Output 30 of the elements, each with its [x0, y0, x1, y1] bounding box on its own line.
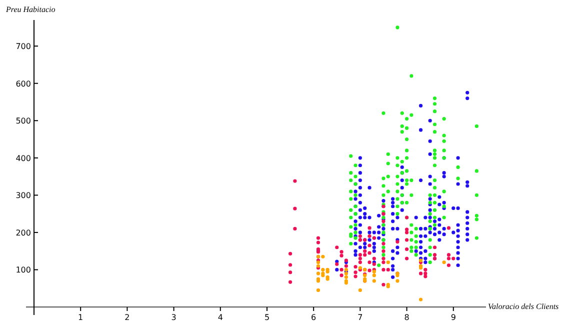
point — [344, 275, 348, 279]
y-tick-label: 600 — [16, 79, 31, 88]
point — [316, 288, 320, 292]
y-tick-label: 100 — [16, 266, 31, 275]
x-tick-label: 7 — [358, 313, 363, 322]
point — [372, 279, 376, 283]
y-axis-title: Preu Habitacio — [5, 5, 56, 14]
point — [321, 268, 325, 272]
x-axis-title: Valoracio dels Clients — [488, 302, 559, 311]
point — [321, 254, 325, 258]
y-tick-label: 300 — [16, 191, 31, 200]
x-tick-label: 3 — [171, 313, 176, 322]
point — [442, 260, 446, 264]
point — [396, 279, 400, 283]
point — [316, 272, 320, 276]
x-tick-label: 9 — [450, 313, 456, 322]
x-tick-label: 8 — [404, 313, 410, 322]
y-tick-label: 400 — [16, 154, 31, 163]
point — [386, 260, 390, 264]
x-tick-label: 5 — [264, 313, 270, 322]
x-tick-label: 4 — [218, 313, 223, 322]
point — [418, 298, 423, 302]
y-tick-label: 500 — [16, 116, 31, 126]
y-tick-label: 200 — [16, 228, 31, 238]
point — [358, 288, 362, 292]
x-tick-label: 6 — [311, 313, 316, 322]
point — [372, 274, 376, 278]
x-tick-label: 2 — [124, 313, 130, 322]
y-tick-label: 700 — [16, 42, 31, 52]
x-tick-label: 1 — [78, 313, 84, 322]
